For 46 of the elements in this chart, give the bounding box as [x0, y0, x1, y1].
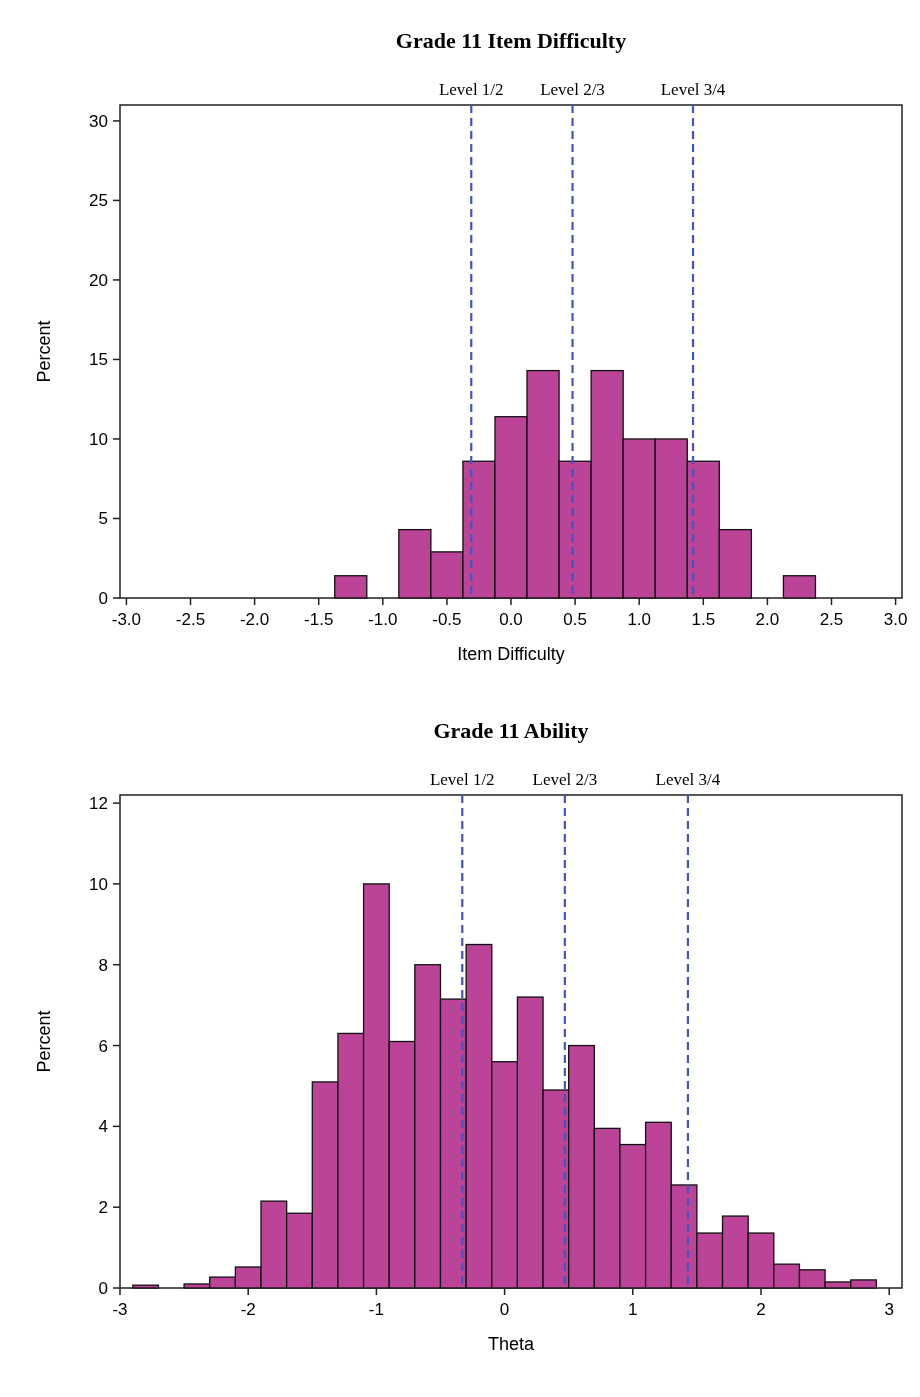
y-tick-label: 5 — [98, 509, 108, 529]
y-tick-label: 10 — [89, 429, 108, 449]
x-tick-label: 0.0 — [499, 610, 523, 629]
x-tick-label: 2.0 — [755, 610, 780, 629]
x-axis-title: Item Difficulty — [457, 644, 565, 664]
y-axis-title: Percent — [34, 1010, 54, 1073]
y-tick-label: 2 — [98, 1198, 108, 1218]
x-tick-label: 0 — [499, 1300, 510, 1319]
x-tick-label: -2.5 — [175, 610, 206, 629]
y-axis-title: Percent — [34, 320, 54, 383]
x-tick-label: 1.0 — [627, 610, 652, 629]
y-tick-label: 12 — [89, 794, 108, 814]
ref-line-label: Level 3/4 — [660, 80, 726, 99]
x-tick-label: 0.5 — [563, 610, 587, 629]
chart-title: Grade 11 Item Difficulty — [395, 28, 627, 53]
ref-line-label: Level 3/4 — [655, 770, 721, 789]
x-tick-label: -1.5 — [304, 610, 334, 629]
x-tick-label: 1 — [628, 1300, 638, 1319]
y-tick-label: 30 — [89, 111, 108, 131]
x-tick-label: -3 — [112, 1300, 128, 1319]
y-tick-label: 20 — [89, 270, 108, 290]
y-tick-label: 15 — [89, 350, 108, 370]
x-tick-label: 3.0 — [883, 610, 908, 629]
x-axis-title: Theta — [487, 1334, 535, 1354]
chart-title: Grade 11 Ability — [433, 718, 589, 743]
x-tick-label: -2 — [240, 1300, 256, 1319]
x-tick-label: -1 — [368, 1300, 384, 1319]
y-tick-label: 0 — [98, 589, 108, 608]
x-tick-label: -2.0 — [239, 610, 270, 629]
y-tick-label: 8 — [98, 955, 108, 975]
y-tick-label: 6 — [98, 1036, 108, 1056]
x-tick-label: 3 — [884, 1300, 894, 1319]
y-tick-label: 25 — [89, 191, 108, 211]
ref-line-label: Level 1/2 — [429, 770, 495, 789]
y-tick-label: 4 — [98, 1117, 108, 1137]
x-tick-label: 2.5 — [819, 610, 844, 629]
y-tick-label: 10 — [89, 874, 108, 894]
ref-line-label: Level 2/3 — [540, 80, 605, 99]
x-tick-label: -3.0 — [111, 610, 142, 629]
ref-line-label: Level 2/3 — [532, 770, 598, 789]
x-tick-label: -0.5 — [432, 610, 462, 629]
x-tick-label: 1.5 — [691, 610, 716, 629]
x-tick-label: 2 — [756, 1300, 766, 1319]
ref-line-label: Level 1/2 — [438, 80, 504, 99]
x-tick-label: -1.0 — [368, 610, 398, 629]
y-tick-label: 0 — [98, 1279, 108, 1298]
